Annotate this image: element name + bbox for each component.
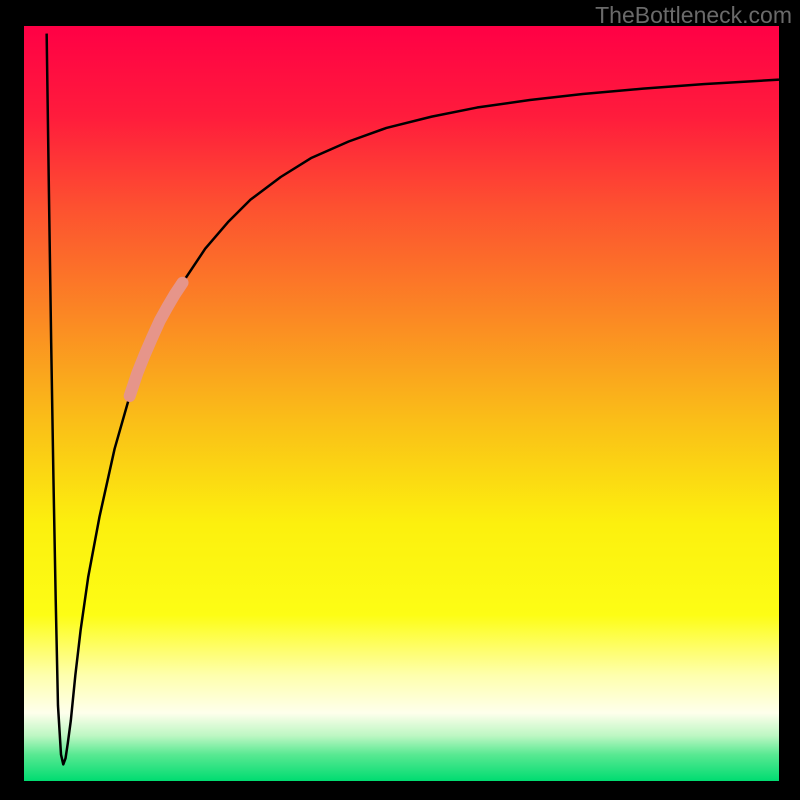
plot-background (24, 26, 779, 781)
bottleneck-chart (0, 0, 800, 800)
watermark-label: TheBottleneck.com (595, 2, 792, 29)
chart-container: TheBottleneck.com (0, 0, 800, 800)
